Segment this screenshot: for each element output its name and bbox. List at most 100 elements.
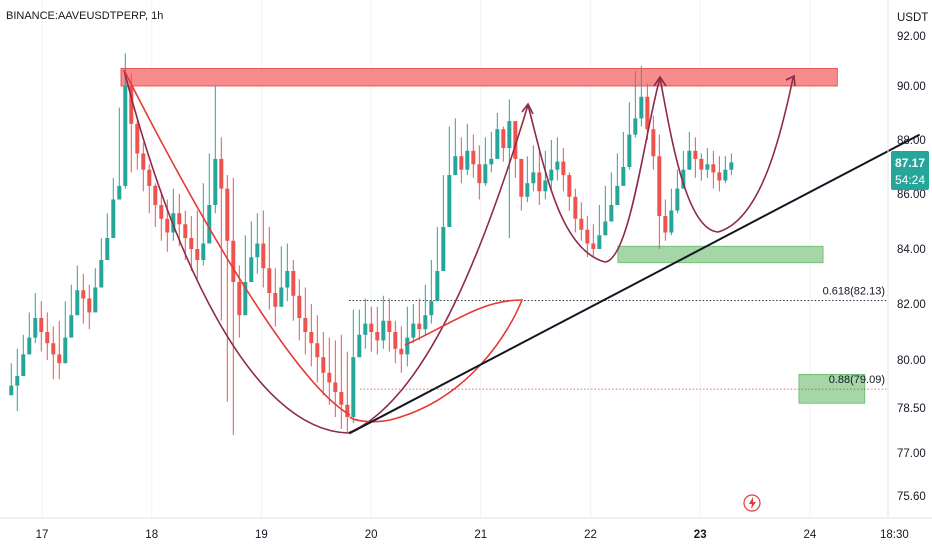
candle-body xyxy=(645,96,650,130)
candle-body xyxy=(201,243,206,260)
candle-body xyxy=(729,162,734,170)
candle-body xyxy=(33,318,38,338)
last-price-background xyxy=(891,151,929,190)
candle-body xyxy=(573,196,578,219)
candle-body xyxy=(177,213,182,225)
arrowhead-one xyxy=(521,102,534,115)
candle-body xyxy=(237,282,242,316)
candle-body xyxy=(279,287,284,307)
price-tick-label: 86.00 xyxy=(897,189,926,201)
price-tick-label: 84.00 xyxy=(897,244,926,256)
candle-body xyxy=(333,382,338,392)
candle-body xyxy=(459,156,464,170)
candle-body xyxy=(219,158,224,189)
candle-body xyxy=(435,271,440,302)
candle-body xyxy=(363,323,368,335)
candle-body xyxy=(633,118,638,135)
candle-body xyxy=(381,320,386,341)
price-tick-label: 88.00 xyxy=(897,135,926,147)
candle-body xyxy=(69,315,74,338)
candle-body xyxy=(27,337,32,355)
candle-body xyxy=(309,332,314,344)
candle-body xyxy=(345,404,350,417)
time-tick-label: 18:30 xyxy=(880,529,909,541)
candle-body xyxy=(393,332,398,349)
time-tick-label: 20 xyxy=(365,529,378,541)
candle-body xyxy=(519,158,524,197)
candle-body xyxy=(423,315,428,330)
fib-layer: 0.618(82.13) 0.88(79.09) xyxy=(349,285,888,390)
candle-body xyxy=(225,188,230,241)
candle-body xyxy=(465,150,470,170)
candle-body xyxy=(285,271,290,288)
candle-body xyxy=(147,169,152,186)
candle-body xyxy=(399,348,404,355)
candle-body xyxy=(507,121,512,149)
candle-body xyxy=(555,161,560,170)
candle-body xyxy=(657,156,662,216)
candle-body xyxy=(255,243,260,258)
candle-body xyxy=(711,164,716,173)
candle-body xyxy=(135,123,140,154)
candle-body xyxy=(687,150,692,170)
candle-body xyxy=(567,175,572,197)
candle-body xyxy=(411,323,416,338)
price-axis-unit: USDT xyxy=(897,12,928,24)
cup-curve-right xyxy=(347,104,529,434)
candle-body xyxy=(81,290,86,299)
candle-body xyxy=(513,121,518,159)
time-tick-label: 21 xyxy=(474,529,487,541)
ascending-trendline xyxy=(348,133,921,435)
candle-body xyxy=(123,86,128,186)
resistance-zone xyxy=(120,68,838,87)
fib-label-2: 0.88(79.09) xyxy=(829,374,885,386)
candle-body xyxy=(93,287,98,313)
lightning-icon[interactable] xyxy=(743,494,761,512)
last-price-tag: 87.17 54:24 xyxy=(891,151,929,190)
candle-body xyxy=(129,86,134,124)
candle-body xyxy=(537,172,542,192)
candle-body xyxy=(159,205,164,219)
candle-body xyxy=(267,268,272,293)
candle-body xyxy=(291,271,296,296)
time-tick-label: 22 xyxy=(584,529,597,541)
candle-body xyxy=(375,332,380,341)
candle-body xyxy=(15,376,20,386)
candle-body xyxy=(171,213,176,233)
candle-body xyxy=(627,134,632,167)
candle-body xyxy=(213,158,218,205)
candle-body xyxy=(339,392,344,405)
candle-body xyxy=(531,172,536,184)
fib-label-1: 0.618(82.13) xyxy=(823,285,885,297)
candle-body xyxy=(723,169,728,181)
candle-body xyxy=(417,323,422,330)
candle-body xyxy=(39,318,44,332)
candle-body xyxy=(87,298,92,313)
candle-body xyxy=(165,218,170,233)
last-price-countdown: 54:24 xyxy=(895,173,925,187)
candle-body xyxy=(441,227,446,271)
candle-body xyxy=(249,257,254,282)
candle-body xyxy=(603,221,608,236)
candle-body xyxy=(321,357,326,373)
cup-curve-left xyxy=(123,69,349,434)
candle-body xyxy=(489,158,494,165)
candle-body xyxy=(597,235,602,249)
arc-dip-two xyxy=(659,77,794,233)
candle-body xyxy=(261,243,266,269)
price-tick-label: 78.50 xyxy=(897,403,926,415)
candle-body xyxy=(303,318,308,332)
candle-body xyxy=(105,238,110,260)
candle-body xyxy=(57,354,62,364)
candle-body xyxy=(75,290,80,316)
candles-layer xyxy=(9,53,734,435)
support-zone-1 xyxy=(617,245,824,264)
candle-body xyxy=(525,183,530,197)
candle-body xyxy=(495,129,500,159)
cup-curve-red-left xyxy=(123,69,351,416)
candle-body xyxy=(297,295,302,318)
time-tick-label: 18 xyxy=(145,529,158,541)
candle-body xyxy=(99,260,104,288)
candle-body xyxy=(357,334,362,358)
